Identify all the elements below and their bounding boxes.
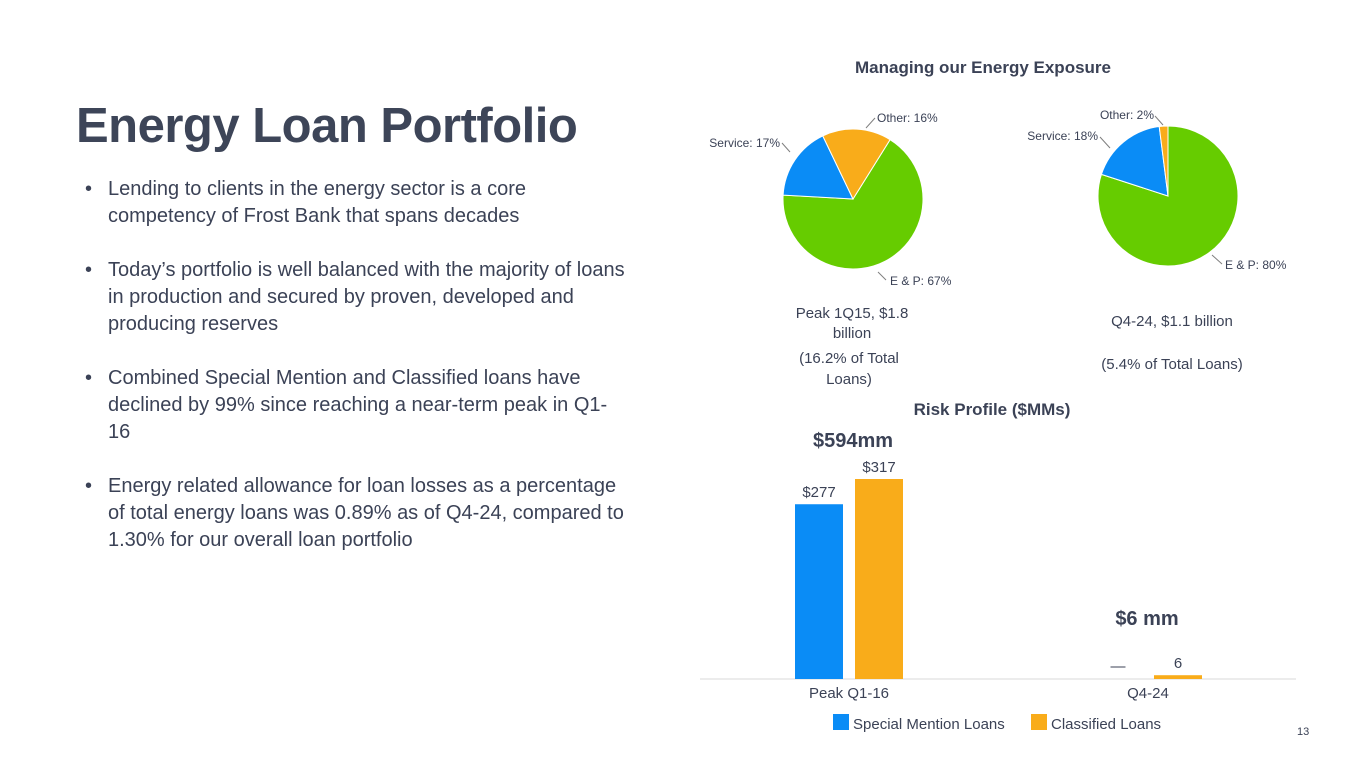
section-title: Managing our Energy Exposure (855, 58, 1111, 77)
pie2-leader-line (1099, 136, 1111, 149)
bullet-list: • Lending to clients in the energy sector… (85, 176, 625, 581)
pie1-slice-e-p (782, 138, 924, 270)
bullet-item: • Lending to clients in the energy sector… (85, 176, 625, 230)
x-tick-label: Peak Q1-16 (809, 685, 889, 702)
pie2-subcaption: (5.4% of Total Loans) (1101, 356, 1242, 373)
bullet-item: • Energy related allowance for loan losse… (85, 473, 625, 554)
x-tick-label: Q4-24 (1127, 685, 1169, 702)
pie1-caption-line2: billion (833, 325, 871, 342)
bar-special-mention-0 (795, 504, 843, 679)
pie1-label: E & P: 67% (890, 274, 952, 288)
pie2-caption: Q4-24, $1.1 billion (1111, 313, 1233, 330)
pie1-label: Other: 16% (877, 111, 938, 125)
bar-total-label: $6 mm (1115, 608, 1178, 630)
pie1-leader-line (865, 117, 876, 129)
bar-data-label: $277 (802, 484, 835, 501)
bullet-text: Combined Special Mention and Classified … (108, 367, 608, 443)
pie2-label: Service: 18% (1027, 129, 1098, 143)
pie2-slice-service (1100, 125, 1169, 197)
pie2-leader-line (1154, 115, 1164, 126)
bar-data-label: 6 (1174, 655, 1182, 672)
pie1-subcaption-line1: (16.2% of Total (799, 350, 899, 367)
pie2-label: E & P: 80% (1225, 258, 1287, 272)
bar-data-label: $317 (862, 459, 895, 476)
page-number: 13 (1297, 726, 1310, 738)
bullet-text: Today’s portfolio is well balanced with … (108, 259, 625, 335)
bar-data-label: — (1111, 658, 1126, 675)
legend-swatch (1031, 714, 1047, 730)
pie1-label: Service: 17% (709, 136, 780, 150)
pie2-slice-other (1158, 125, 1169, 197)
pie1-slice-other (822, 128, 891, 201)
bar-total-label: $594mm (813, 430, 893, 452)
bullet-dot: • (85, 259, 93, 281)
bullet-item: • Combined Special Mention and Classified… (85, 365, 625, 446)
legend-label: Classified Loans (1051, 716, 1161, 733)
bullet-text: Energy related allowance for loan losses… (108, 475, 624, 551)
bullet-text: Lending to clients in the energy sector … (108, 178, 527, 227)
bar-chart-title: Risk Profile ($MMs) (914, 400, 1071, 419)
page-title: Energy Loan Portfolio (76, 99, 578, 153)
pie2-label: Other: 2% (1100, 108, 1154, 122)
bar-classified-0 (855, 479, 903, 679)
bar-classified-1 (1154, 675, 1202, 679)
bullet-dot: • (85, 367, 93, 389)
pie1-caption-line1: Peak 1Q15, $1.8 (796, 305, 909, 322)
pie1-leader-line (781, 142, 791, 153)
pie2-leader-line (1211, 254, 1223, 265)
bullet-dot: • (85, 475, 93, 497)
pie1-leader-line (877, 271, 887, 281)
bullet-dot: • (85, 178, 93, 200)
legend-swatch (833, 714, 849, 730)
bullet-item: • Today’s portfolio is well balanced with… (85, 257, 625, 338)
pie-chart-peak: E & P: 67% Service: 17% Other: 16% (709, 111, 951, 288)
bar-chart: $277 — $317 6 Peak Q1-16 Q4-24 $594mm $6 mm Spec… (700, 430, 1296, 733)
pie1-slice-service (782, 135, 854, 200)
pie1-subcaption-line2: Loans) (826, 371, 872, 388)
pie-chart-current: E & P: 80% Service: 18%Other: 2% (1027, 108, 1286, 272)
legend-label: Special Mention Loans (853, 716, 1005, 733)
